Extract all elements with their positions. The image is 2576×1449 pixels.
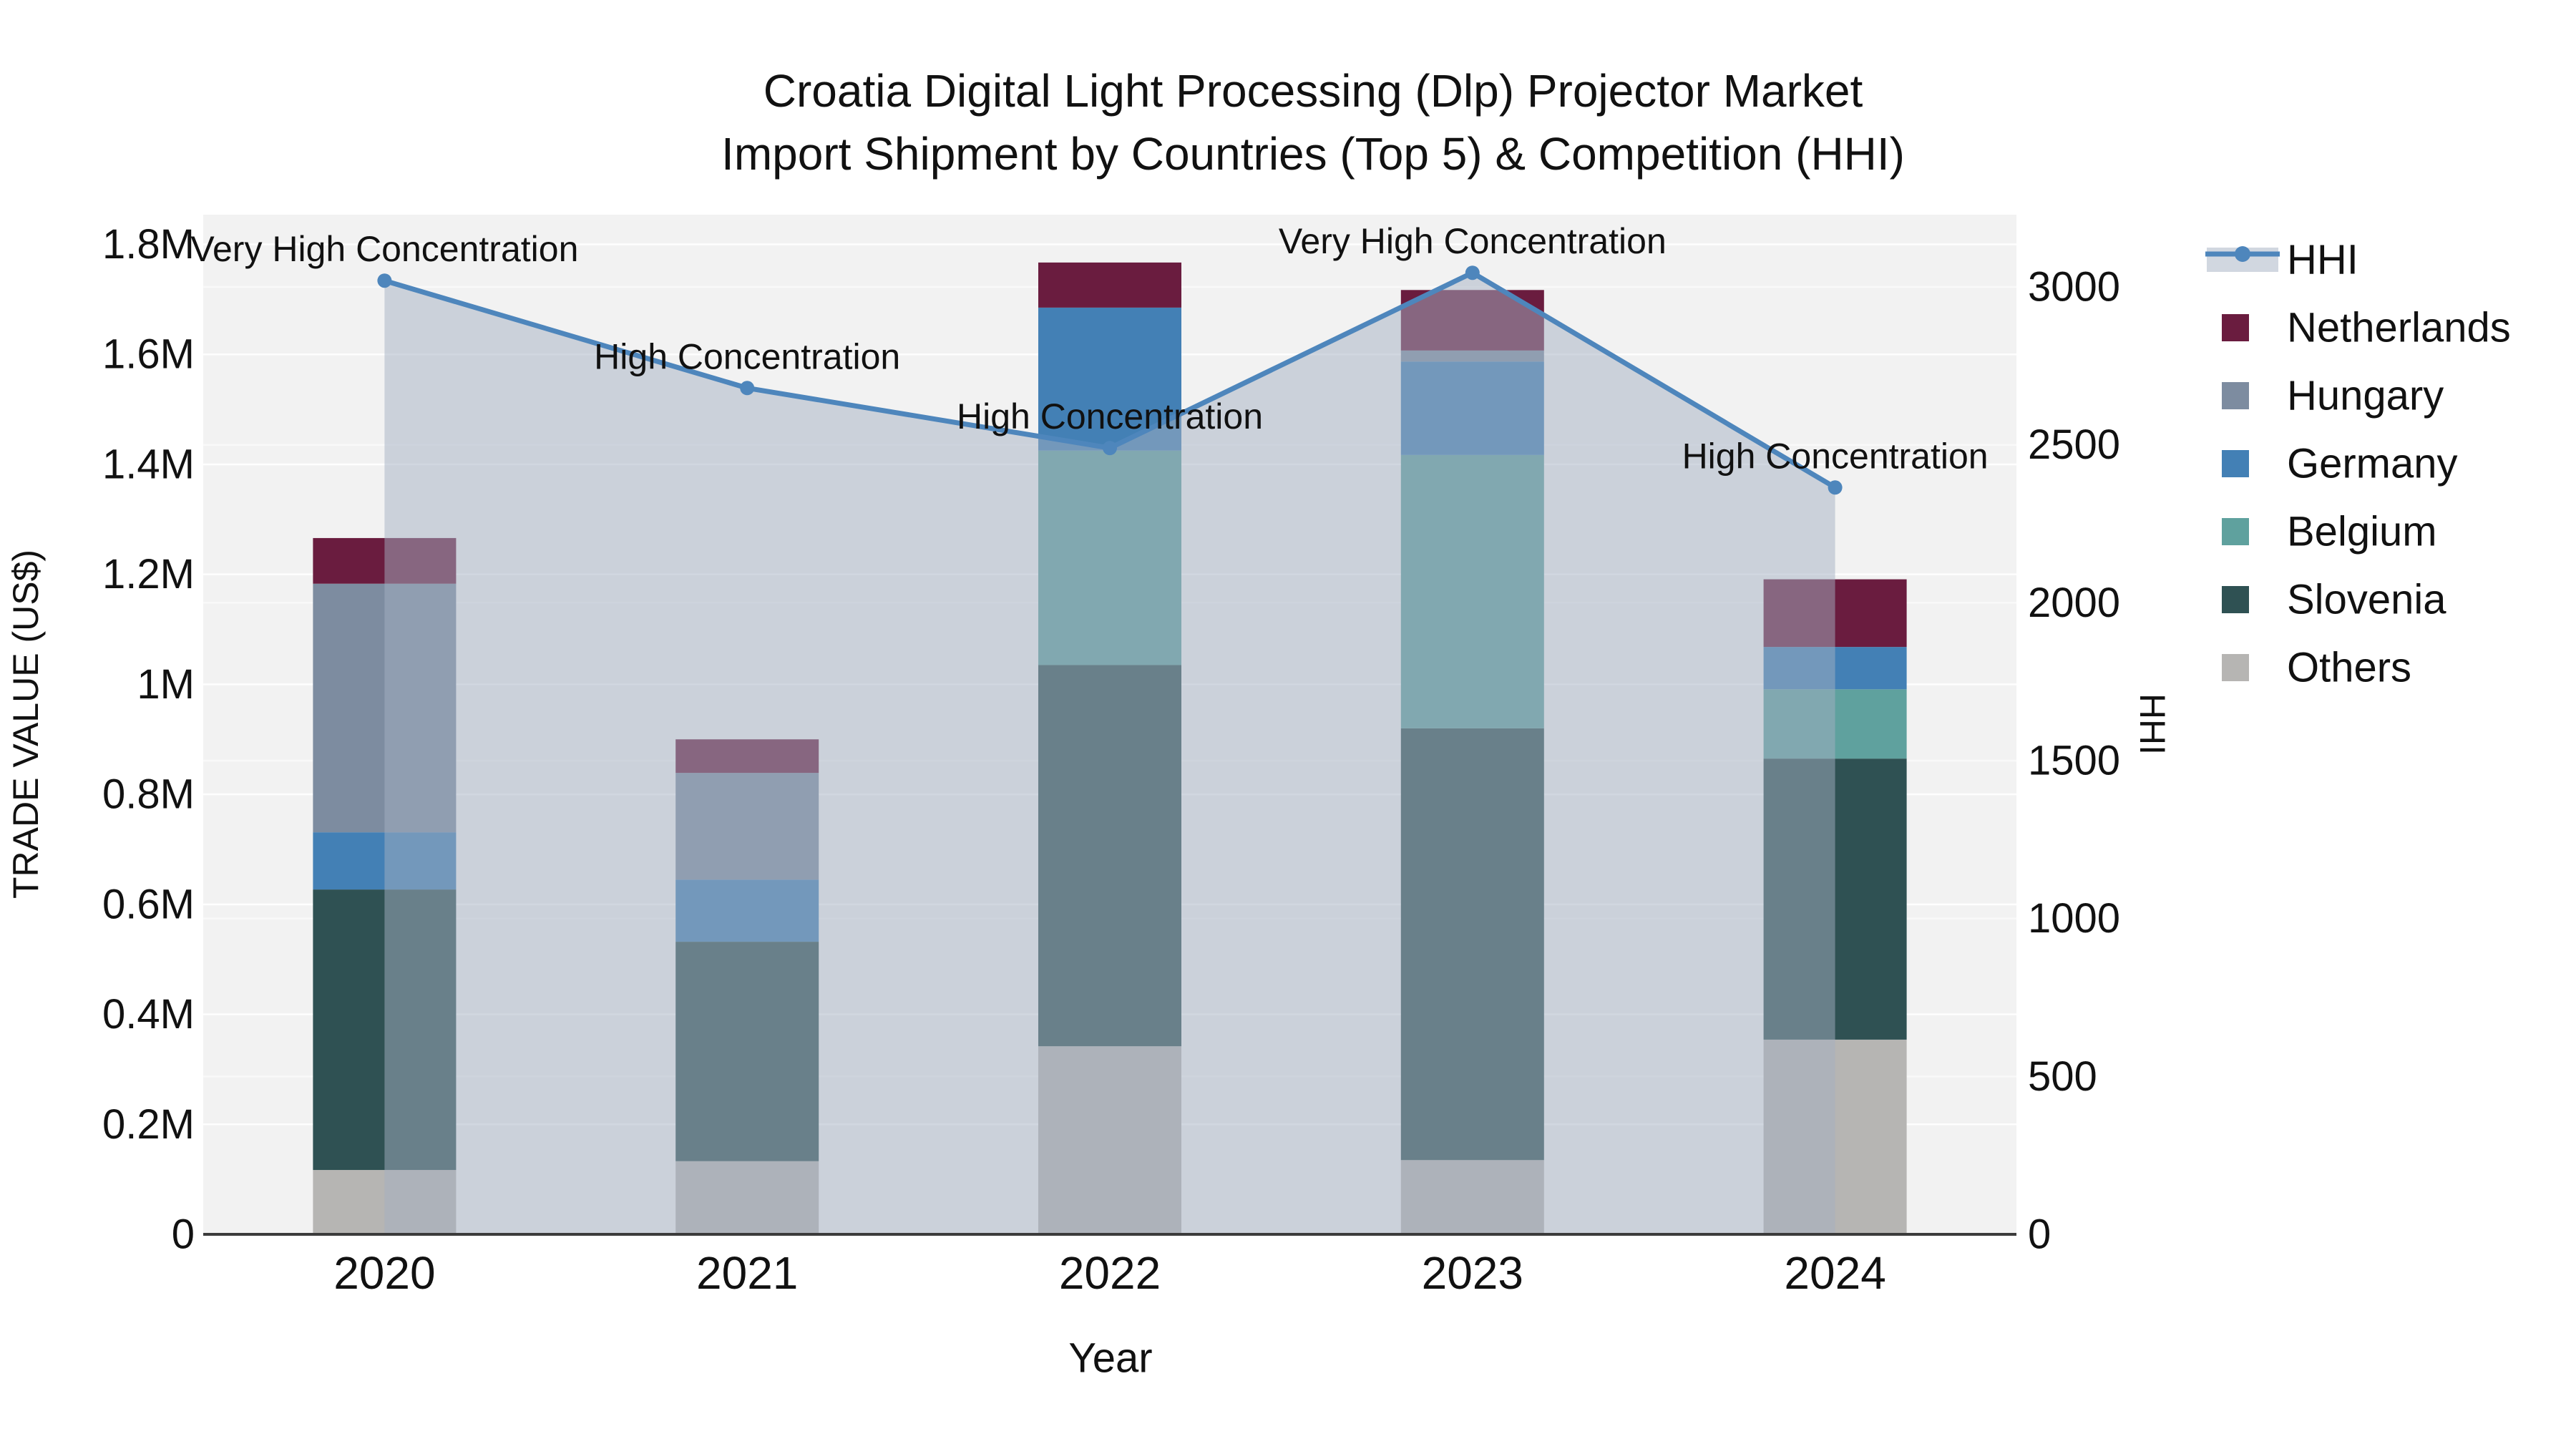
hhi-marker-2024: [1828, 480, 1843, 495]
annotation-2023: Very High Concentration: [1279, 221, 1667, 261]
legend-label-netherlands: Netherlands: [2287, 305, 2511, 351]
legend-swatch-germany: [2222, 450, 2249, 477]
chart-title-line2: Import Shipment by Countries (Top 5) & C…: [721, 128, 1905, 180]
y-left-tick-0.8M: 0.8M: [102, 771, 195, 818]
x-tick-2021: 2021: [696, 1247, 798, 1299]
legend-swatch-slovenia: [2222, 586, 2249, 613]
legend-item-belgium[interactable]: Belgium: [2222, 509, 2437, 555]
legend-swatch-others: [2222, 654, 2249, 681]
annotations-layer: Very High Concentration High Concentratio…: [190, 221, 1988, 476]
y-right-axis-title: HHI: [2132, 693, 2172, 755]
legend-label-slovenia: Slovenia: [2287, 577, 2446, 623]
y-right-tick-1500: 1500: [2028, 738, 2120, 784]
legend-item-hungary[interactable]: Hungary: [2222, 373, 2444, 419]
legend-hhi-marker-swatch: [2235, 246, 2250, 262]
legend-label-belgium: Belgium: [2287, 509, 2437, 555]
chart-title-line1: Croatia Digital Light Processing (Dlp) P…: [763, 65, 1863, 117]
x-tick-2023: 2023: [1422, 1247, 1523, 1299]
y-left-tick-1.2M: 1.2M: [102, 551, 195, 597]
x-tick-2022: 2022: [1059, 1247, 1161, 1299]
y-left-tick-0.2M: 0.2M: [102, 1101, 195, 1148]
hhi-marker-2020: [377, 273, 392, 288]
annotation-2021: High Concentration: [594, 336, 900, 376]
y-left-axis-title: TRADE VALUE (US$): [6, 550, 46, 899]
y-right-tick-3000: 3000: [2028, 264, 2120, 311]
legend-item-slovenia[interactable]: Slovenia: [2222, 577, 2446, 623]
hhi-line-layer: [377, 265, 1843, 495]
y-right-tick-1000: 1000: [2028, 895, 2120, 942]
legend-item-germany[interactable]: Germany: [2222, 441, 2458, 487]
legend-swatch-belgium: [2222, 518, 2249, 545]
hhi-marker-2021: [740, 381, 755, 396]
x-tick-2020: 2020: [333, 1247, 435, 1299]
y-left-tick-0: 0: [172, 1211, 195, 1258]
y-left-tick-1.8M: 1.8M: [102, 221, 195, 268]
legend-item-netherlands[interactable]: Netherlands: [2222, 305, 2511, 351]
hhi-marker-2023: [1465, 265, 1480, 280]
legend-label-hungary: Hungary: [2287, 373, 2444, 419]
y-right-tick-0: 0: [2028, 1211, 2051, 1258]
y-left-tick-0.6M: 0.6M: [102, 881, 195, 927]
annotation-2020: Very High Concentration: [190, 229, 578, 269]
x-tick-2024: 2024: [1784, 1247, 1885, 1299]
legend-label-germany: Germany: [2287, 441, 2458, 487]
hhi-area-fill-layer: [384, 273, 1835, 1234]
bar-segment-2022-netherlands: [1038, 262, 1181, 308]
tick-labels-layer: 0 0.2M 0.4M 0.6M 0.8M 1M 1.2M 1.4M 1.6M 1.8M 0 500 1…: [102, 221, 2120, 1299]
y-right-tick-500: 500: [2028, 1053, 2097, 1100]
legend-item-others[interactable]: Others: [2222, 645, 2411, 691]
y-left-tick-1.6M: 1.6M: [102, 331, 195, 378]
legend-label-others: Others: [2287, 645, 2411, 691]
annotation-2024: High Concentration: [1682, 436, 1989, 476]
x-axis-title: Year: [1068, 1335, 1152, 1382]
legend-item-hhi[interactable]: HHI: [2205, 237, 2358, 283]
legend-label-hhi: HHI: [2287, 237, 2358, 283]
y-right-tick-2500: 2500: [2028, 421, 2120, 468]
y-right-tick-2000: 2000: [2028, 580, 2120, 626]
hhi-marker-2022: [1103, 441, 1117, 456]
y-left-tick-1.4M: 1.4M: [102, 441, 195, 487]
legend-swatch-hungary: [2222, 382, 2249, 409]
y-left-tick-0.4M: 0.4M: [102, 991, 195, 1038]
legend: HHI Netherlands Hungary Germany Belgium Slove…: [2205, 237, 2511, 691]
y-left-tick-1M: 1M: [137, 661, 195, 708]
annotation-2022: High Concentration: [957, 396, 1263, 436]
hhi-area-fill: [384, 273, 1835, 1234]
legend-swatch-netherlands: [2222, 314, 2249, 341]
